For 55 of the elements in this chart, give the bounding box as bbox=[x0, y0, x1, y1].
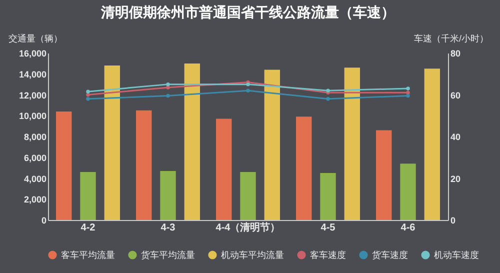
y-tick-label: 6,000 bbox=[24, 152, 46, 163]
bar bbox=[56, 111, 72, 220]
y2-tick-label: 0 bbox=[450, 216, 456, 226]
bar bbox=[376, 130, 392, 220]
bar bbox=[424, 68, 440, 220]
point bbox=[86, 97, 90, 101]
point bbox=[326, 88, 330, 92]
legend-label: 客车速度 bbox=[310, 250, 346, 260]
x-tick-label: 4-3 bbox=[160, 222, 176, 234]
y2-tick-label: 40 bbox=[450, 132, 461, 142]
y-tick-label: 12,000 bbox=[18, 90, 46, 100]
bar bbox=[104, 66, 120, 220]
y2-tick-label: 20 bbox=[450, 174, 461, 184]
point bbox=[166, 82, 170, 86]
bar bbox=[160, 170, 176, 220]
bar bbox=[184, 63, 200, 220]
bar bbox=[136, 110, 152, 220]
legend-label: 客车平均流量 bbox=[61, 250, 115, 260]
bar bbox=[344, 68, 360, 220]
y-tick-label: 16,000 bbox=[18, 48, 46, 58]
point bbox=[86, 92, 90, 97]
chart-title: 清明假期徐州市普通国省干线公路流量（车速） bbox=[100, 4, 395, 20]
bar bbox=[264, 70, 280, 220]
y-axis-title: 交通量（辆） bbox=[8, 34, 62, 44]
y-tick-label: 0 bbox=[41, 216, 46, 226]
y-tick-label: 8,000 bbox=[24, 132, 46, 142]
legend-label: 货车速度 bbox=[372, 250, 408, 260]
point bbox=[406, 94, 410, 98]
y-tick-label: 10,000 bbox=[18, 111, 46, 122]
y-tick-label: 4,000 bbox=[24, 174, 46, 184]
bar bbox=[216, 118, 232, 220]
legend-label: 机动车平均流量 bbox=[221, 250, 284, 260]
y-tick-label: 2,000 bbox=[24, 194, 46, 205]
point bbox=[246, 88, 250, 92]
bar bbox=[296, 116, 312, 220]
bar bbox=[320, 173, 336, 220]
point bbox=[86, 90, 90, 94]
x-tick-label: 4-5 bbox=[320, 222, 336, 234]
point bbox=[166, 86, 170, 90]
point bbox=[406, 90, 410, 95]
point bbox=[166, 94, 170, 98]
bar bbox=[240, 172, 256, 220]
legend-label: 机动车速度 bbox=[434, 250, 479, 260]
y2-axis-title: 车速（千米/小时） bbox=[414, 34, 488, 44]
y-tick-label: 14,000 bbox=[18, 69, 46, 80]
x-tick-label: 4-4（清明节） bbox=[216, 222, 280, 234]
point bbox=[326, 97, 330, 101]
point bbox=[406, 86, 410, 90]
x-tick-label: 4-2 bbox=[80, 222, 96, 234]
y2-tick-label: 80 bbox=[450, 48, 461, 58]
legend-label: 货车平均流量 bbox=[141, 250, 195, 260]
x-tick-label: 4-6 bbox=[400, 222, 416, 234]
bar bbox=[80, 172, 96, 220]
y2-tick-label: 60 bbox=[450, 90, 461, 100]
bar bbox=[400, 164, 416, 220]
